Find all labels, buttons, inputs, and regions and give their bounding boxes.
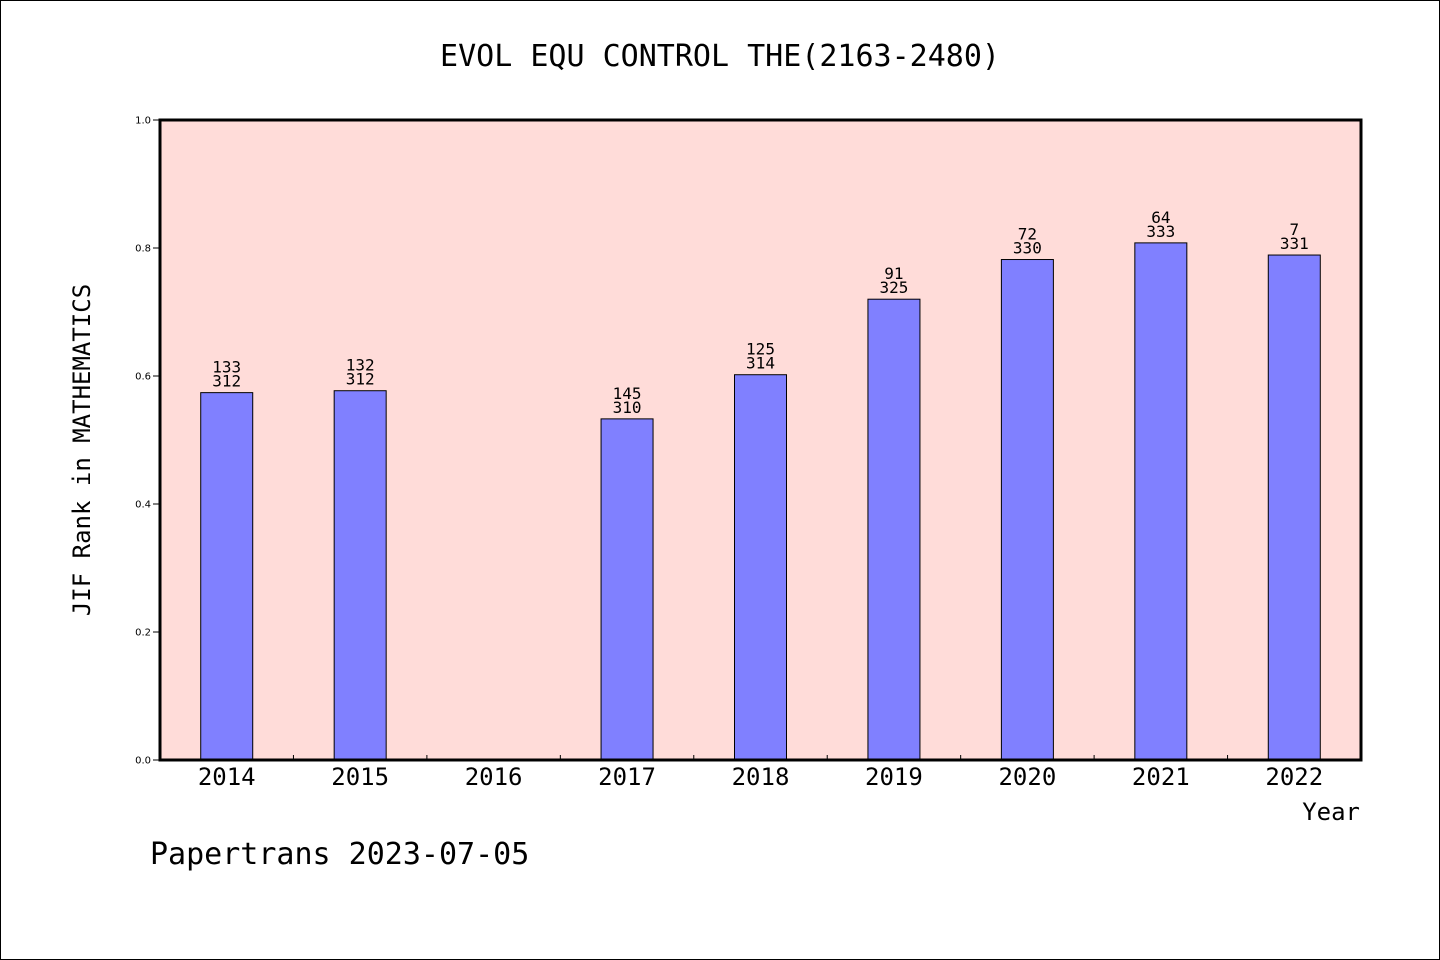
bar-label-total: 312	[212, 372, 241, 391]
bar-label-total: 333	[1146, 222, 1175, 241]
y-tick-label: 1.0	[135, 116, 151, 127]
bar-2014	[200, 392, 254, 761]
bar-label-rank: 91	[884, 264, 903, 283]
bar-2015	[333, 390, 387, 761]
x-axis: 2014 2015 2016 2017 2018 2019 2020 2021 2022	[198, 755, 1323, 791]
y-axis: 0.0 0.2 0.4 0.6 0.8 1.0	[135, 116, 160, 767]
bar-label-total: 330	[1013, 239, 1042, 258]
x-tick-label: 2021	[1132, 763, 1190, 791]
plot-border	[158, 118, 1363, 762]
footer-credit: Papertrans 2023-07-05	[150, 837, 529, 872]
x-tick-label: 2018	[732, 763, 790, 791]
bar-label-total: 310	[613, 398, 642, 417]
bar-label-total: 325	[879, 278, 908, 297]
bar-2021	[1134, 242, 1188, 761]
bar-2017	[600, 418, 654, 761]
bar-2018	[734, 374, 787, 761]
bar-label-rank: 64	[1151, 208, 1170, 227]
y-tick-label: 0.6	[135, 372, 151, 383]
x-tick-label: 2015	[331, 763, 389, 791]
bar-2019	[867, 298, 921, 761]
x-axis-label: Year	[1302, 798, 1360, 826]
bar-2022	[1267, 254, 1321, 761]
x-tick-label: 2014	[198, 763, 256, 791]
x-tick-label: 2016	[465, 763, 523, 791]
bar-2020	[1000, 259, 1054, 761]
y-tick-label: 0.8	[135, 244, 151, 255]
bar-label-rank: 132	[346, 356, 375, 375]
bar-label-rank: 7	[1289, 220, 1299, 239]
bar-label-total: 314	[746, 354, 775, 373]
bar-label-total: 331	[1280, 234, 1309, 253]
y-axis-label: JIF Rank in MATHEMATICS	[68, 284, 96, 616]
y-tick-label: 0.2	[135, 628, 151, 639]
x-tick-label: 2020	[998, 763, 1056, 791]
bar-label-rank: 125	[746, 340, 775, 359]
y-tick-label: 0.0	[135, 756, 151, 767]
x-tick-label: 2017	[598, 763, 656, 791]
x-tick-label: 2019	[865, 763, 923, 791]
x-tick-label: 2022	[1265, 763, 1323, 791]
y-tick-label: 0.4	[135, 500, 151, 511]
bar-label-rank: 72	[1018, 225, 1037, 244]
bar-label-rank: 145	[613, 384, 642, 403]
bar-label-rank: 133	[212, 358, 241, 377]
bar-label-total: 312	[346, 370, 375, 389]
chart-title: EVOL EQU CONTROL THE(2163-2480)	[440, 39, 1000, 74]
